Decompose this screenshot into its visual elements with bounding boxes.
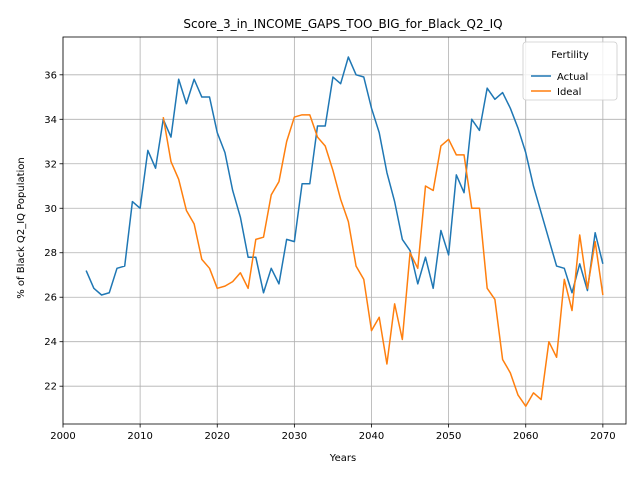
y-axis-ticks: 22 24 26 28 30 32 34 36	[44, 70, 63, 393]
series-line-actual	[85, 56, 604, 296]
legend-label-ideal: Ideal	[557, 87, 581, 98]
grid-lines	[62, 37, 626, 424]
y-tick-label: 36	[44, 70, 57, 81]
legend-box	[522, 41, 618, 101]
y-tick-label: 28	[44, 248, 57, 259]
legend: Fertility Actual Ideal	[522, 41, 618, 101]
x-axis-ticks: 2000 2010 2020 2030 2040 2050 2060 2070	[50, 424, 616, 442]
y-axis-label: % of Black Q2_IQ Population	[16, 157, 27, 299]
y-tick-label: 22	[44, 382, 57, 393]
y-tick-label: 26	[44, 293, 57, 304]
x-tick-label: 2010	[127, 431, 152, 442]
y-tick-label: 34	[44, 115, 57, 126]
x-tick-label: 2040	[359, 431, 384, 442]
y-tick-label: 30	[44, 204, 57, 215]
x-tick-label: 2030	[282, 431, 307, 442]
x-tick-label: 2000	[50, 431, 75, 442]
y-tick-label: 24	[44, 337, 57, 348]
y-tick-label: 32	[44, 159, 57, 170]
legend-label-actual: Actual	[557, 72, 588, 83]
plot-frame	[62, 36, 627, 425]
series-line-ideal	[162, 114, 604, 407]
x-axis-label: Years	[329, 453, 356, 464]
x-tick-label: 2060	[513, 431, 538, 442]
x-tick-label: 2050	[436, 431, 461, 442]
legend-title: Fertility	[551, 50, 589, 61]
x-tick-label: 2020	[205, 431, 230, 442]
series-layer	[85, 56, 604, 407]
x-tick-label: 2070	[590, 431, 615, 442]
chart-title: Score_3_in_INCOME_GAPS_TOO_BIG_for_Black…	[183, 17, 502, 31]
